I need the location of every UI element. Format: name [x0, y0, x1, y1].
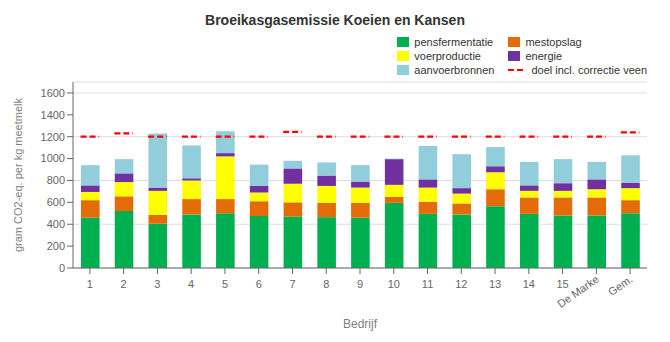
svg-text:1: 1: [87, 278, 93, 290]
svg-text:5: 5: [222, 278, 228, 290]
svg-text:400: 400: [47, 218, 65, 230]
html-text:aanvoerbronnen: aanvoerbronnen: [414, 64, 495, 76]
svg-text:1200: 1200: [41, 131, 65, 143]
html-text:mestopslag: mestopslag: [525, 36, 582, 48]
svg-text:Bedrijf: Bedrijf: [343, 317, 378, 331]
svg-text:600: 600: [47, 196, 65, 208]
svg-text:1400: 1400: [41, 109, 65, 121]
svg-text:4: 4: [188, 278, 194, 290]
svg-text:1000: 1000: [41, 152, 65, 164]
svg-text:15: 15: [556, 278, 568, 290]
svg-text:De Marke: De Marke: [555, 273, 601, 310]
svg-text:13: 13: [489, 278, 501, 290]
svg-text:gram CO2-eq. per kg meetmelk: gram CO2-eq. per kg meetmelk: [12, 97, 24, 252]
html-text:pensfermentatie: pensfermentatie: [414, 36, 494, 48]
html-text:energie: energie: [525, 50, 563, 62]
svg-text:11: 11: [422, 278, 433, 290]
svg-text:14: 14: [523, 278, 535, 290]
svg-text:800: 800: [47, 174, 65, 186]
html-text:doel incl. correctie veen: doel incl. correctie veen: [531, 64, 647, 76]
svg-text:Gem.: Gem.: [606, 273, 635, 298]
svg-text:3: 3: [154, 278, 160, 290]
svg-text:12: 12: [455, 278, 467, 290]
svg-text:8: 8: [323, 278, 329, 290]
svg-text:0: 0: [59, 262, 65, 274]
svg-text:10: 10: [388, 278, 400, 290]
svg-text:200: 200: [47, 240, 65, 252]
svg-text:2: 2: [121, 278, 127, 290]
svg-text:1600: 1600: [41, 87, 65, 99]
svg-text:9: 9: [357, 278, 363, 290]
html-text:Broeikasgasemissie Koeien en K: Broeikasgasemissie Koeien en Kansen: [205, 12, 465, 28]
svg-text:7: 7: [289, 278, 295, 290]
html-text:voerproductie: voerproductie: [414, 50, 481, 62]
svg-text:6: 6: [256, 278, 262, 290]
